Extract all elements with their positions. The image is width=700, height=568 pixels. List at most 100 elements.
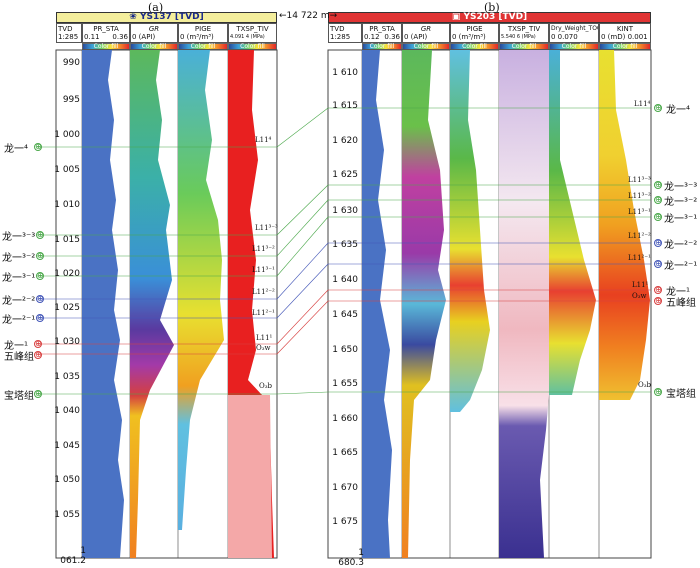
formation-marker-icon: ⊕ [36,271,44,280]
formation-label: 龙一²⁻² [2,296,36,307]
formation-label: 龙一²⁻² [664,240,698,251]
layer-label: L11³⁻² [628,192,651,200]
panel-b-label: (b) [484,1,500,14]
layer-label: L11³⁻² [252,245,275,253]
header-pige-a: PIGE 0 (m³/m³) 0.055 [178,23,228,43]
formation-marker-icon: ⊕ [654,180,662,189]
depth-label: 1 650 [332,345,358,355]
formation-label: 龙一³⁻³ [2,232,36,243]
formation-label: 龙一³⁻² [664,197,698,208]
formation-label: 龙一¹ [4,341,29,352]
layer-label: L11³⁻³ [628,176,651,184]
depth-label: 1 675 [332,517,358,527]
formation-label: 龙一⁴ [666,105,691,116]
well-title-b[interactable]: ▣ YS203 [TVD] [328,12,651,23]
formation-label: 龙一²⁻¹ [664,261,698,272]
distance-label: ←14 722 m→ [279,11,338,21]
toc-fill-b [549,50,596,395]
formation-label: 龙一³⁻¹ [2,273,36,284]
header-txsp-a: TXSP_TIV 4.091 4 (MPa) 32.871 [228,23,277,43]
well-title-a[interactable]: ❀ YS137 [TVD] [56,12,277,23]
formation-label: 龙一⁴ [4,144,29,155]
formation-marker-icon: ⊕ [34,389,42,398]
header-pige-b: PIGE 0 (m³/m³) 0.065 [450,23,499,43]
depth-label: 1 035 [54,372,80,382]
layer-label: L11¹ [632,281,649,289]
depth-label: 1 680.3 [338,548,364,568]
layer-label: L11²⁻¹ [628,254,651,262]
well-icon: ❀ [129,12,140,22]
formation-marker-icon: ⊕ [654,259,662,268]
layer-label: O₃w [256,344,271,352]
header-txsp-b: TXSP_TIV 5.540 6 (MPa) 53.993 [499,23,549,43]
depth-label: 1 045 [54,441,80,451]
formation-label: 龙一³⁻³ [664,182,698,193]
panel-a-label: (a) [148,1,164,14]
layer-label: L11³⁻¹ [252,266,275,274]
well-icon: ▣ [451,12,464,22]
formation-marker-icon: ⊕ [34,142,42,151]
depth-label: 1 620 [332,136,358,146]
header-gr-b: GR 0 (API) 446.4 [402,23,450,43]
layer-label: O₃w [632,292,647,300]
depth-label: 990 [62,58,80,68]
formation-marker-icon: ⊕ [34,339,42,348]
formation-marker-icon: ⊕ [36,230,44,239]
depth-label: 1 660 [332,414,358,424]
depth-label: 1 645 [332,310,358,320]
gr-fill-b [402,50,446,558]
depth-label: 1 630 [332,206,358,216]
depth-label: 1 020 [54,269,80,279]
layer-label: O₃b [638,381,652,389]
depth-label: 1 010 [54,200,80,210]
depth-label: 1 615 [332,101,358,111]
formation-label: 龙一³⁻¹ [664,214,698,225]
formation-marker-icon: ⊕ [36,294,44,303]
formation-label: 五峰组 [4,352,34,363]
depth-label: 1 005 [54,165,80,175]
layer-label: L11⁴ [255,136,272,144]
depth-label: 1 030 [54,337,80,347]
depth-label: 1 635 [332,240,358,250]
header-toc-b: Dry_Weight_TOC 0 0.070 [549,23,599,43]
depth-label: 1 050 [54,475,80,485]
header-tvd-b: TVD 1:285 [328,23,362,43]
layer-label: L11²⁻² [252,288,275,296]
formation-marker-icon: ⊕ [36,251,44,260]
kint-fill-b [599,50,650,400]
depth-label: 1 015 [54,235,80,245]
formation-marker-icon: ⊕ [654,238,662,247]
layer-label: L11²⁻² [628,232,651,240]
formation-label: 五峰组 [666,298,696,309]
txsp-fill-b [499,50,549,558]
depth-label: 1 610 [332,68,358,78]
gr-fill-a [130,50,174,558]
depth-label: 1 665 [332,448,358,458]
header-tvd-a: TVD 1:285 [56,23,82,43]
header-pr-sta-a: PR_STA 0.11 0.36 [82,23,130,43]
depth-label: 1 025 [54,303,80,313]
header-pr-sta-b: PR_STA 0.12 0.36 [362,23,402,43]
layer-label: L11³⁻³ [255,224,278,232]
depth-label: 1 061.2 [60,546,86,566]
pr-sta-fill-b [362,50,392,558]
pige-fill-a [178,50,224,530]
formation-marker-icon: ⊕ [654,387,662,396]
pige-fill-b [450,50,490,412]
header-kint-b: KINT 0 (mD) 0.001 [599,23,651,43]
layer-label: O₃b [259,382,273,390]
formation-marker-icon: ⊕ [654,296,662,305]
depth-label: 1 670 [332,483,358,493]
layer-label: L11¹ [256,334,273,342]
layer-label: L11²⁻¹ [252,309,275,317]
formation-label: 宝塔组 [666,389,696,400]
depth-label: 995 [62,95,80,105]
formation-label: 龙一³⁻² [2,253,36,264]
depth-label: 1 040 [54,406,80,416]
formation-marker-icon: ⊕ [654,195,662,204]
formation-marker-icon: ⊕ [654,103,662,112]
correlation-lines [36,107,651,395]
header-gr-a: GR 0 (API) 354.5 [130,23,178,43]
formation-marker-icon: ⊕ [654,285,662,294]
